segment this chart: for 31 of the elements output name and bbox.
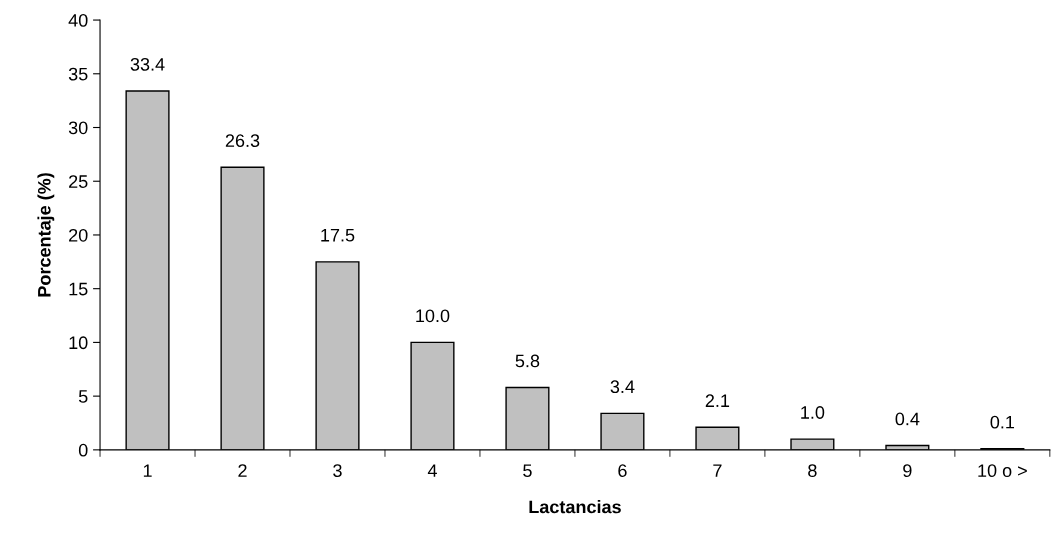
y-tick-label: 35 <box>68 67 88 81</box>
x-tick-label: 4 <box>427 464 437 477</box>
x-tick-label: 5 <box>523 464 532 478</box>
x-tick-label: 2 <box>238 464 247 477</box>
y-tick-label: 20 <box>69 228 88 242</box>
data-label: 0.4 <box>895 412 920 426</box>
y-tick-label: 30 <box>68 121 88 135</box>
x-tick-label: 1 <box>143 464 152 477</box>
data-label: 26.3 <box>225 134 260 148</box>
y-tick-label: 40 <box>68 13 88 27</box>
y-tick-label: 0 <box>78 443 88 457</box>
data-label: 10.0 <box>416 309 450 323</box>
data-label: 17.5 <box>321 228 355 242</box>
y-tick-label: 25 <box>69 175 88 188</box>
x-tick-label: 6 <box>618 464 627 478</box>
data-label: 3.4 <box>610 380 635 394</box>
y-axis-title: Porcentaje (%) <box>37 173 55 297</box>
data-label: 33.4 <box>130 57 165 71</box>
x-tick-label: 3 <box>333 464 342 478</box>
y-tick-label: 10 <box>69 336 88 350</box>
x-tick-label: 9 <box>903 464 912 478</box>
x-tick-label: 8 <box>808 464 817 478</box>
y-tick-label: 5 <box>78 390 88 403</box>
data-label: 0.1 <box>990 415 1015 429</box>
x-tick-label: 10 o > <box>978 464 1027 478</box>
data-label: 1.0 <box>801 406 825 419</box>
y-tick-label: 15 <box>69 282 88 296</box>
x-tick-label: 7 <box>713 464 722 477</box>
data-label: 5.8 <box>515 354 540 368</box>
x-axis-title: Lactancias <box>529 500 621 514</box>
data-label: 2.1 <box>705 394 730 407</box>
